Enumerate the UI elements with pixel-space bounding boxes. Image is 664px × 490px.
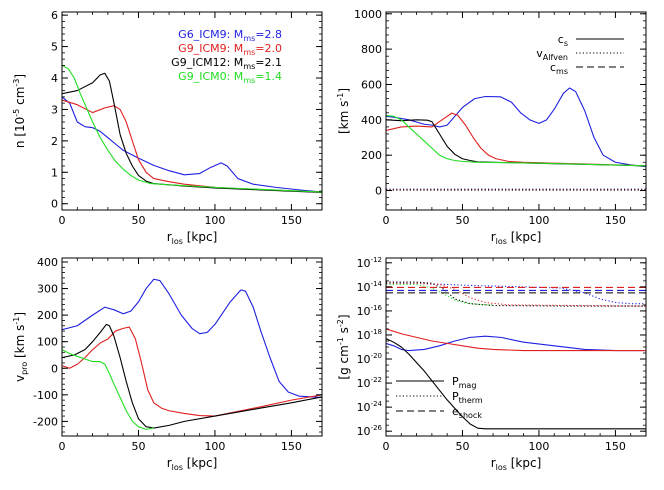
series-group <box>62 64 322 193</box>
y-tick-label: -100 <box>33 389 58 402</box>
axes-frame <box>385 11 647 211</box>
series-line-G9_ICM0 <box>62 349 154 430</box>
y-tick-label: 10-12 <box>357 256 382 270</box>
y-axis-label: vpro [km s-1] <box>12 312 29 382</box>
series-group <box>386 281 646 430</box>
y-tick-label: 2 <box>51 135 58 148</box>
x-tick-label: 100 <box>528 214 549 227</box>
legend-entry: vAlfven <box>536 47 568 62</box>
y-tick-label: 400 <box>361 114 382 127</box>
legend-entry: eshock <box>452 405 482 420</box>
axes-frame <box>385 257 647 437</box>
x-axis-label: rlos [kpc] <box>491 456 542 472</box>
y-tick-label: 10-24 <box>357 400 383 414</box>
y-tick-label: 10-14 <box>357 280 383 294</box>
x-tick-label: 150 <box>281 214 302 227</box>
series-line-Pth_G9_ICM12 <box>386 281 646 307</box>
series-line-G9_ICM9 <box>62 99 322 193</box>
y-tick-label: 0 <box>375 185 382 198</box>
legend-entry: cms <box>550 61 568 76</box>
x-axis-label: rlos [kpc] <box>491 230 542 246</box>
x-tick-label: 150 <box>605 214 626 227</box>
series-line-G9_ICM0 <box>62 64 322 193</box>
series-line-G9_ICM0 <box>386 114 646 167</box>
y-tick-label: 400 <box>37 256 58 269</box>
x-tick-label: 50 <box>131 440 145 453</box>
series-line-Pth_G9_ICM9 <box>386 282 646 307</box>
series-line-G6_ICM9 <box>62 96 322 193</box>
x-tick-label: 50 <box>131 214 145 227</box>
y-axis-label: [km s-1] <box>336 88 351 134</box>
y-tick-label: 200 <box>361 149 382 162</box>
legend-entry: G6_ICM9: Mms=2.8 <box>178 28 282 43</box>
x-axis-label: rlos [kpc] <box>167 456 218 472</box>
y-tick-label: 600 <box>361 78 382 91</box>
y-tick-label: 10-18 <box>357 328 382 342</box>
y-axis-label: n [10-5 cm-3] <box>12 74 27 148</box>
series-group <box>62 278 322 430</box>
y-tick-label: 200 <box>37 309 58 322</box>
x-tick-label: 0 <box>383 214 390 227</box>
panel-bottom-right: 0 50 100 150 10-26 10-24 10-22 10-20 10-18 10-16 1… <box>336 256 647 472</box>
y-tick-label: 5 <box>51 41 58 54</box>
y-tick-label: 0 <box>51 198 58 211</box>
x-tick-label: 150 <box>605 440 626 453</box>
x-tick-label: 150 <box>281 440 302 453</box>
panel-top-right: 0 50 100 150 0 200 400 600 800 1000 rlos [kpc] [km … <box>336 8 647 246</box>
series-group <box>386 87 646 191</box>
y-tick-label: 300 <box>37 283 58 296</box>
legend-entry: Ptherm <box>452 390 483 405</box>
x-tick-label: 100 <box>204 214 225 227</box>
y-tick-label: 10-20 <box>357 352 382 366</box>
x-tick-label: 0 <box>59 214 66 227</box>
x-tick-label: 50 <box>455 214 469 227</box>
y-tick-label: 1 <box>51 166 58 179</box>
legend-entry: G9_ICM12: Mms=2.1 <box>171 56 282 71</box>
x-tick-label: 100 <box>204 440 225 453</box>
series-line-G6_ICM9 <box>62 278 322 399</box>
x-tick-label: 50 <box>455 440 469 453</box>
series-line-Pmag_G9_ICM12 <box>386 338 646 430</box>
y-tick-label: 3 <box>51 103 58 116</box>
series-line-G9_ICM9 <box>62 326 322 417</box>
y-tick-label: 1000 <box>354 8 382 21</box>
y-tick-label: 800 <box>361 43 382 56</box>
y-tick-label: 0 <box>51 362 58 375</box>
y-tick-label: 4 <box>51 72 58 85</box>
panel-bottom-left: 0 50 100 150 -200 -100 0 100 200 300 400 rlos [kpc]… <box>12 256 323 472</box>
y-axis-label: [g cm-1 s-2] <box>336 314 351 379</box>
y-tick-label: -200 <box>33 415 58 428</box>
series-line-Pth_G6_ICM9 <box>386 282 646 305</box>
y-tick-label: 10-16 <box>357 304 383 318</box>
series-line-G9_ICM9 <box>386 112 646 167</box>
x-tick-label: 0 <box>383 440 390 453</box>
axes-frame <box>61 257 323 437</box>
legend-entry: G9_ICM9: Mms=2.0 <box>178 42 282 57</box>
x-axis-label: rlos [kpc] <box>167 230 218 246</box>
y-tick-label: 10-22 <box>357 376 382 390</box>
series-line-G6_ICM9 <box>386 87 646 168</box>
y-tick-label: 100 <box>37 336 58 349</box>
series-line-Pmag_G9_ICM9 <box>386 328 646 352</box>
y-tick-label: 6 <box>51 9 58 22</box>
series-line-Pmag_G6_ICM9 <box>386 335 646 352</box>
legend-entry: Pmag <box>452 375 476 390</box>
series-line-G9_ICM12 <box>62 323 322 429</box>
x-tick-label: 100 <box>528 440 549 453</box>
panel-top-left: 0 50 100 150 0 1 2 3 4 5 6 rlos [kpc] n [10-5 cm-3] G… <box>12 9 323 246</box>
legend-entry: G9_ICM0: Mms=1.4 <box>178 70 282 85</box>
axes-frame <box>61 11 323 211</box>
y-tick-label: 10-26 <box>357 424 383 438</box>
x-tick-label: 0 <box>59 440 66 453</box>
legend-entry: cs <box>558 33 568 48</box>
